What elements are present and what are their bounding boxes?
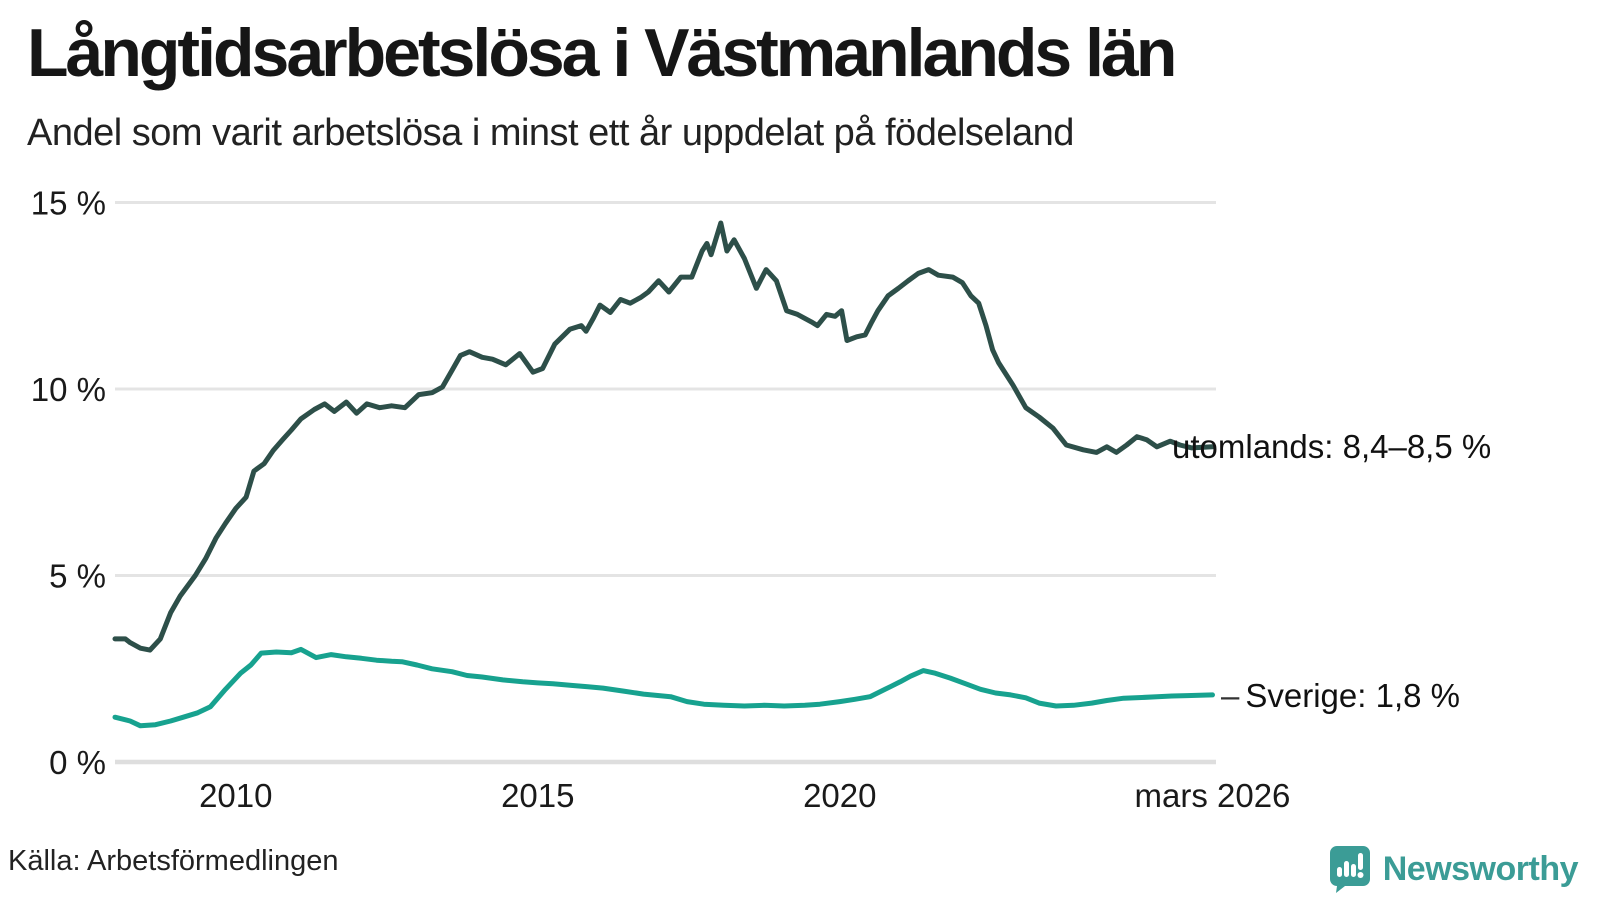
y-axis-tick-label: 5 % (49, 558, 106, 595)
series-line-sverige (112, 646, 1215, 729)
label-tick-dash: – (1221, 677, 1240, 714)
series-end-label-sverige-text: Sverige: 1,8 % (1245, 677, 1460, 714)
page-title: Långtidsarbetslösa i Västmanlands län (27, 15, 1177, 91)
newsworthy-logo: Newsworthy (1329, 845, 1579, 893)
x-axis-tick-label: mars 2026 (1135, 777, 1291, 814)
page-subtitle: Andel som varit arbetslösa i minst ett å… (27, 112, 1074, 154)
series-line-utomlands (112, 220, 1215, 653)
x-axis-tick-label: 2015 (501, 777, 574, 814)
y-axis-tick-label: 0 % (49, 744, 106, 781)
source-note: Källa: Arbetsförmedlingen (8, 845, 339, 877)
series-end-label-sverige: – Sverige: 1,8 % (1221, 676, 1460, 716)
x-axis-tick-label: 2010 (199, 777, 272, 814)
newsworthy-logo-text: Newsworthy (1382, 849, 1579, 888)
series-end-label-utomlands: utomlands: 8,4–8,5 % (1172, 427, 1491, 467)
y-axis-tick-label: 10 % (31, 371, 106, 408)
y-axis-tick-label: 15 % (31, 185, 106, 222)
x-axis-tick-label: 2020 (803, 777, 876, 814)
series-end-label-utomlands-text: utomlands: 8,4–8,5 % (1172, 428, 1492, 465)
newsworthy-speech-bubble-chart-icon (1329, 845, 1371, 893)
